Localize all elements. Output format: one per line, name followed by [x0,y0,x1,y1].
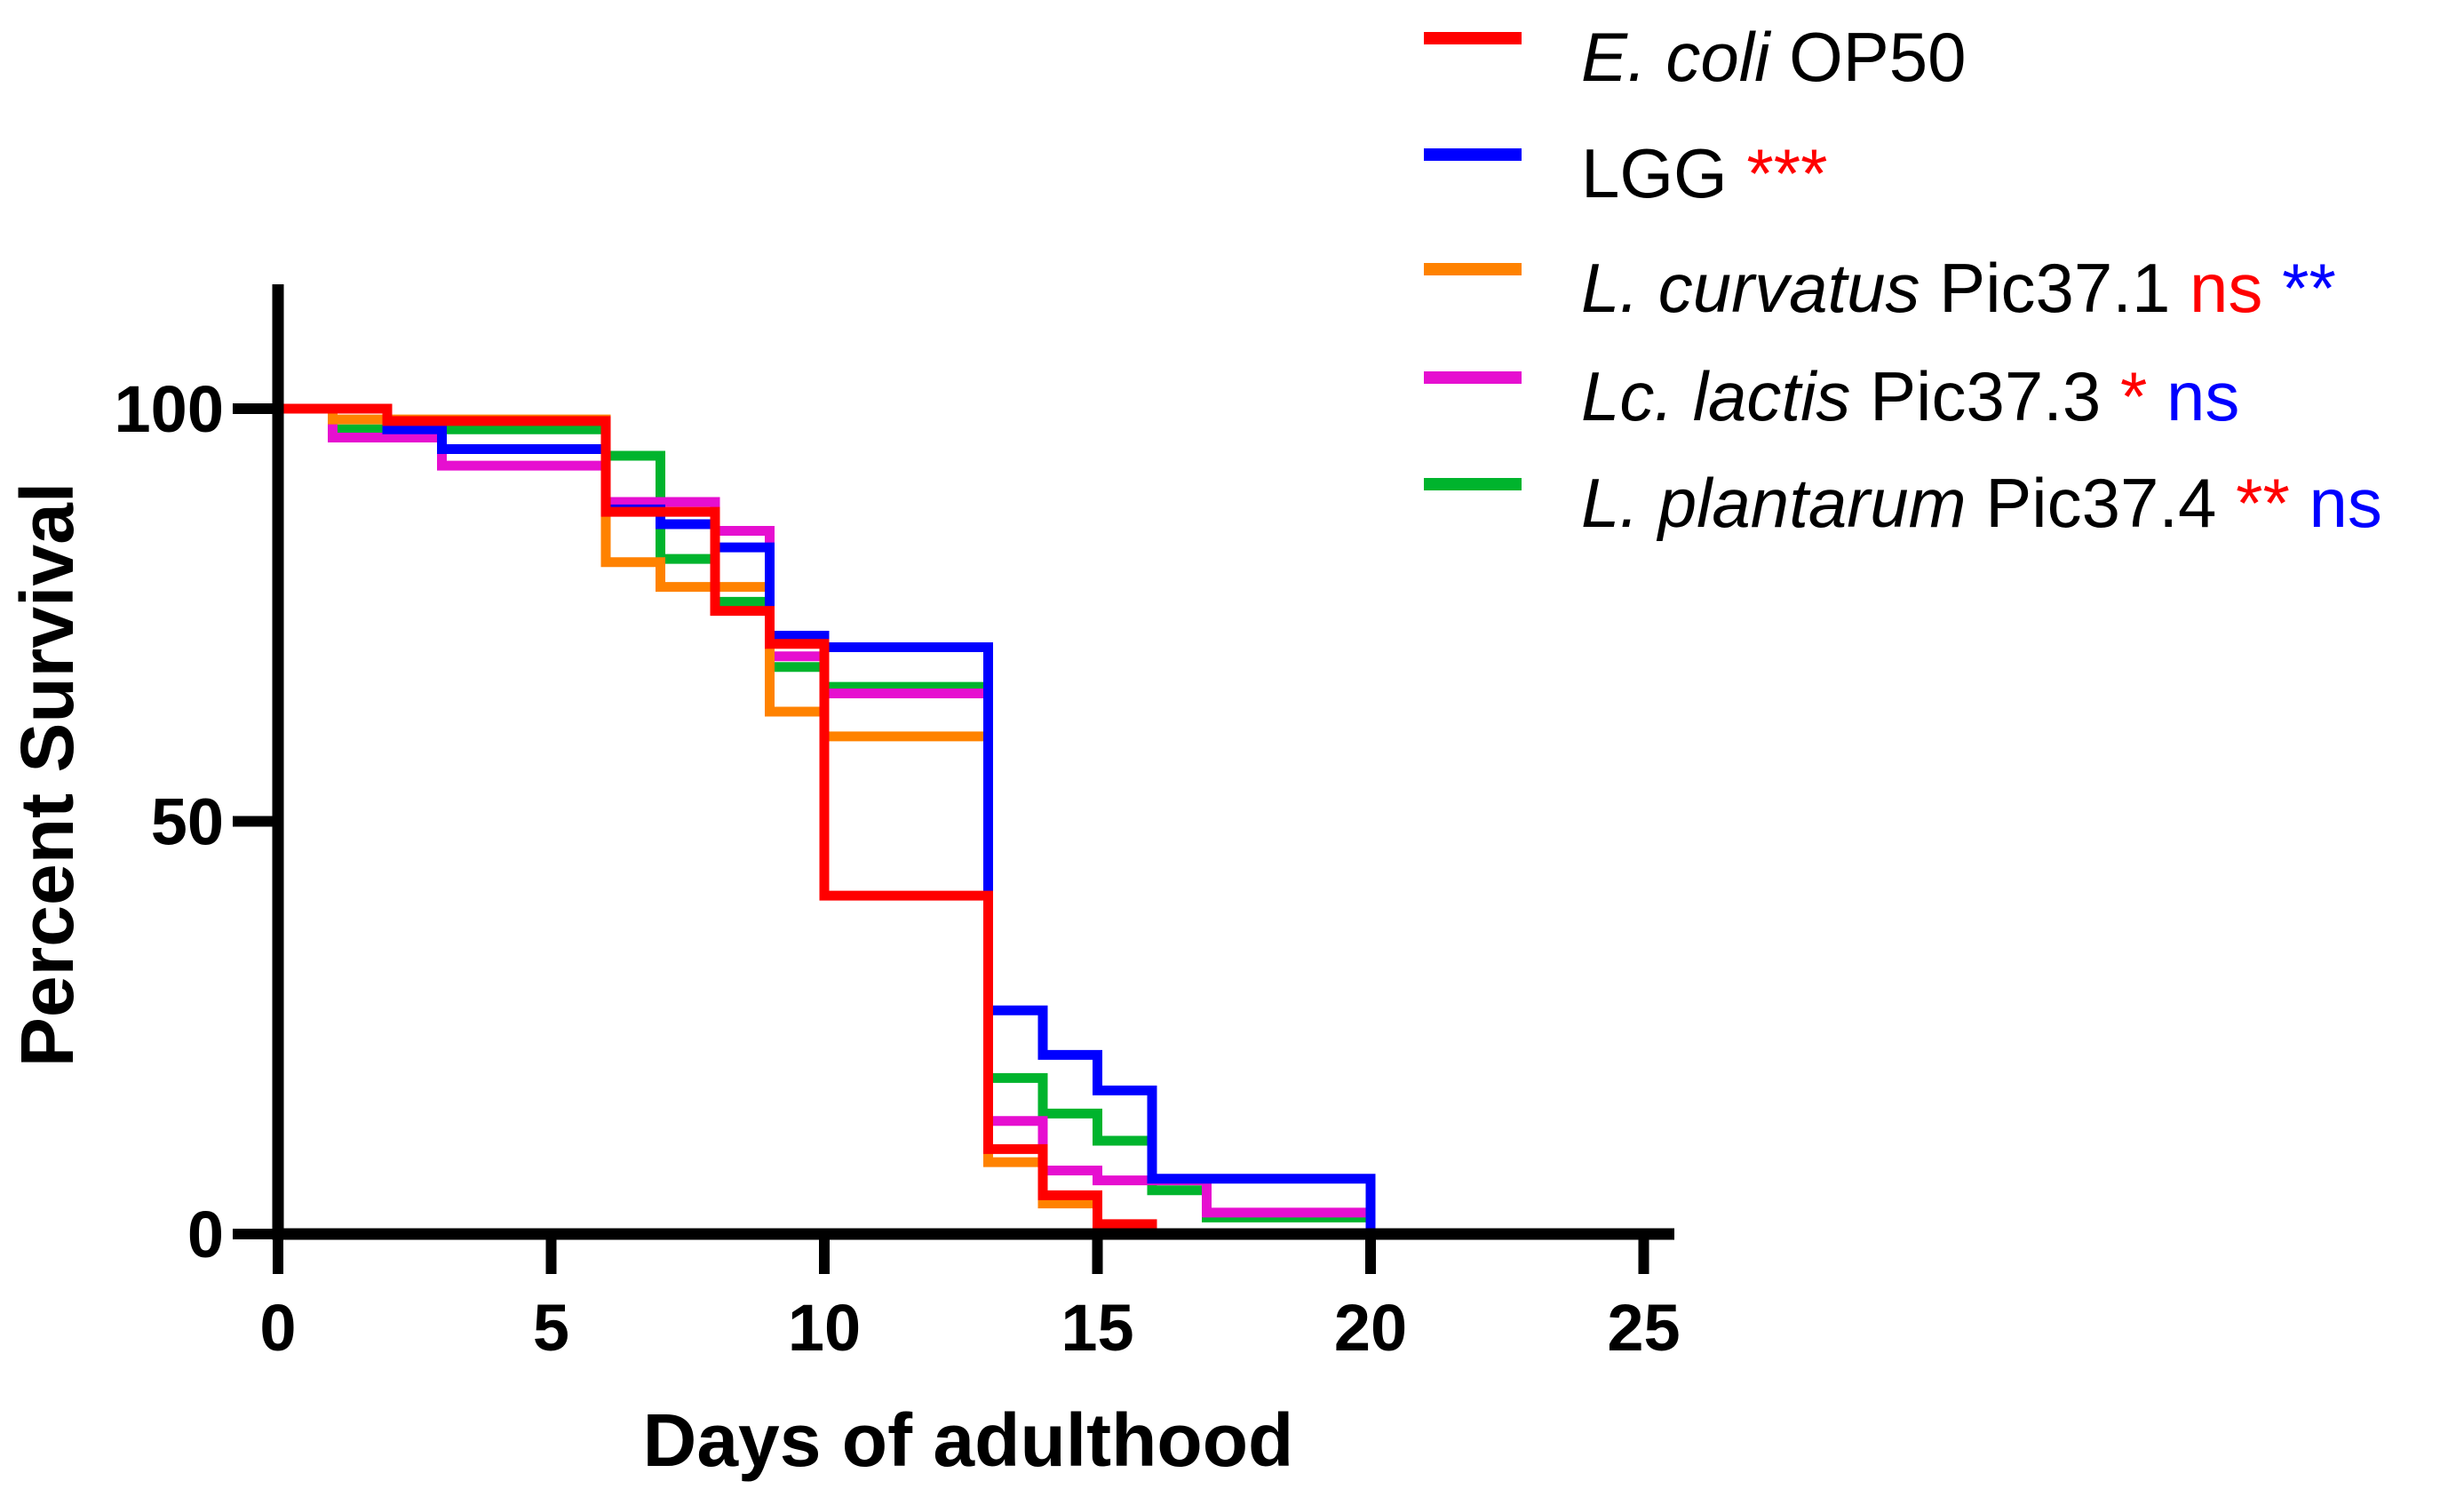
curve-e-coli-op50 [278,403,1158,1239]
y-tick-marks [233,403,278,1239]
y-tick-label-50: 50 [151,785,224,859]
legend-swatch-5 [1424,478,1522,490]
legend-label-part: ** [2282,249,2336,327]
legend-label-part: LGG [1581,134,1746,212]
x-axis-title: Days of adulthood [643,1398,1294,1482]
legend-label-part: L. plantarum [1581,464,1967,542]
legend-label-part: ** [2236,464,2290,542]
y-tick-label-0: 0 [187,1198,224,1271]
legend-swatch-2 [1424,148,1522,161]
legend-label-1: E. coli OP50 [1581,18,1967,96]
legend-label-part [2290,464,2309,542]
legend-label-part: ns [2309,464,2381,542]
legend-label-part [2147,357,2166,435]
x-tick-label-10: 10 [788,1291,861,1365]
x-tick-label-25: 25 [1607,1291,1680,1365]
y-tick-labels: 0 50 100 [115,372,224,1271]
legend-label-part: Pic37.3 [1850,357,2120,435]
legend-item-2: LGG *** [1424,134,1827,212]
legend-label-part: OP50 [1769,18,1966,96]
curves-group [278,403,1376,1239]
legend-item-5: L. plantarum Pic37.4 ** ns [1424,464,2382,542]
legend-swatch-4 [1424,371,1522,384]
x-tick-label-5: 5 [533,1291,569,1365]
legend-item-1: E. coli OP50 [1424,18,1967,96]
legend-label-part: Pic37.4 [1967,464,2237,542]
legend-label-part [2262,249,2282,327]
legend-item-4: Lc. lactis Pic37.3 * ns [1424,357,2239,435]
legend-label-part: L. curvatus [1581,249,1920,327]
y-axis-title: Percent Survival [5,482,89,1067]
legend-swatch-1 [1424,32,1522,44]
legend-label-4: Lc. lactis Pic37.3 * ns [1581,357,2239,435]
legend-item-3: L. curvatus Pic37.1 ns ** [1424,249,2336,327]
legend-label-part: ns [2166,357,2239,435]
x-tick-label-20: 20 [1334,1291,1407,1365]
x-tick-labels: 0 5 10 15 20 25 [259,1291,1680,1365]
x-tick-label-0: 0 [259,1291,296,1365]
x-tick-marks [273,1234,1649,1274]
legend-label-part: Pic37.1 [1920,249,2190,327]
legend-swatch-3 [1424,263,1522,275]
x-tick-label-15: 15 [1061,1291,1133,1365]
legend-label-part: *** [1746,134,1827,212]
y-tick-label-100: 100 [115,372,224,446]
legend-label-5: L. plantarum Pic37.4 ** ns [1581,464,2382,542]
legend-label-part: Lc. lactis [1581,357,1850,435]
legend-label-3: L. curvatus Pic37.1 ns ** [1581,249,2336,327]
legend-label-part: ns [2190,249,2262,327]
axes: 0 5 10 15 20 25 0 50 100 [115,284,1681,1365]
legend-label-part: * [2120,357,2147,435]
legend-label-2: LGG *** [1581,134,1827,212]
legend-label-part: E. coli [1581,18,1772,96]
